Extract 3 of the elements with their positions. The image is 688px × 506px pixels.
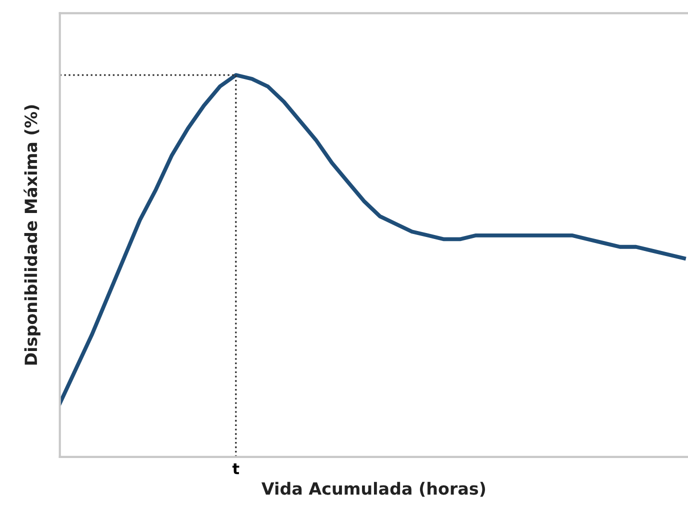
y-axis-title: Disponibilidade Máxima (%): [24, 105, 40, 365]
x-axis-title: Vida Acumulada (horas): [261, 482, 486, 497]
text: t: [232, 463, 240, 474]
